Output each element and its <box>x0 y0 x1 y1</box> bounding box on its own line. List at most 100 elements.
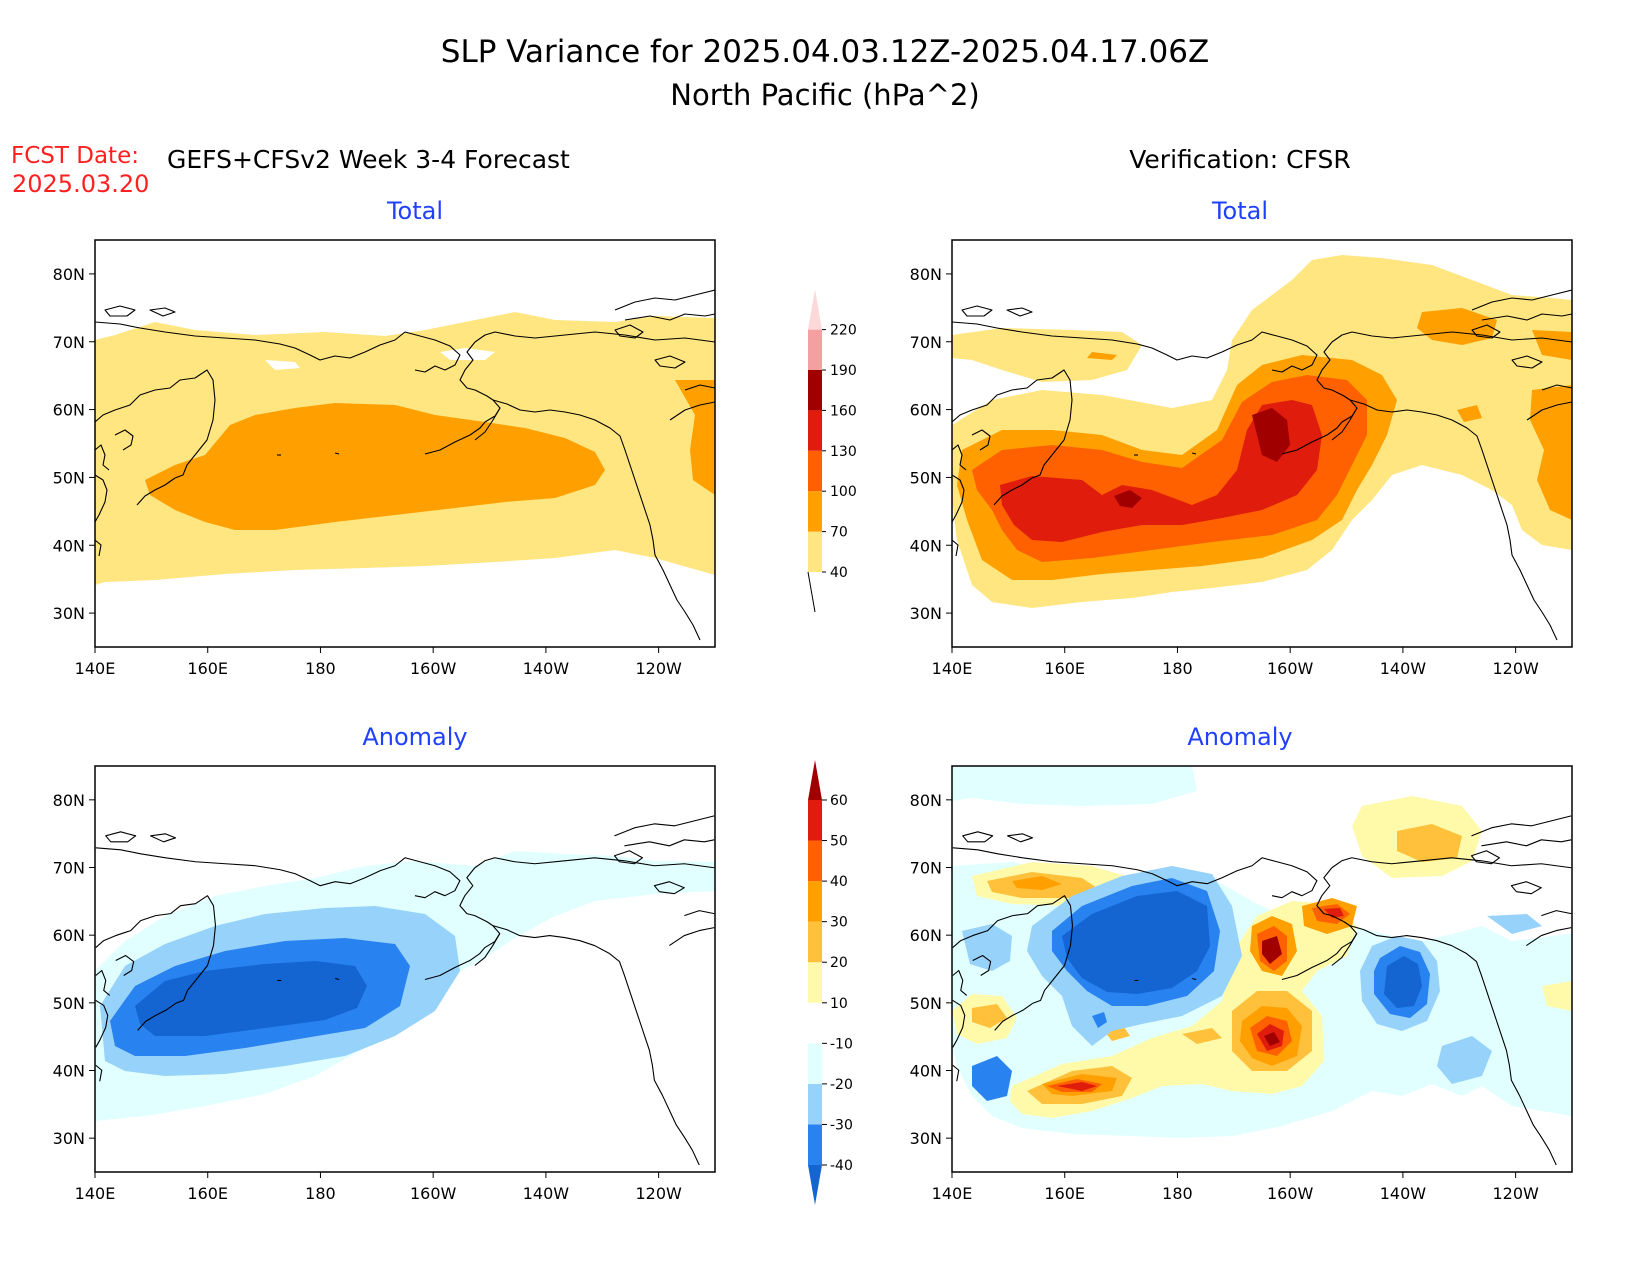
lon-label: 120W <box>635 1184 682 1203</box>
lat-label: 80N <box>910 265 942 284</box>
lon-label: 180 <box>305 659 336 678</box>
lon-label: 160E <box>1044 659 1085 678</box>
colorbar-segment <box>808 840 822 882</box>
lat-label: 50N <box>910 994 942 1013</box>
colorbar-segment <box>808 491 822 532</box>
forecast-anomaly-title: Anomaly <box>362 723 467 751</box>
lon-label: 120W <box>635 659 682 678</box>
colorbar-top-triangle <box>808 289 822 330</box>
colorbar-label: 100 <box>830 484 857 500</box>
colorbar-bottom-line <box>807 571 816 613</box>
lon-label: 160E <box>187 1184 228 1203</box>
fill-130-160 <box>1000 400 1322 542</box>
forecast-anomaly-map <box>95 766 715 1172</box>
verification-total-title: Total <box>1211 197 1268 225</box>
verification-total-map <box>952 240 1572 647</box>
lon-label: 160W <box>1267 659 1314 678</box>
lat-label: 80N <box>53 791 85 810</box>
colorbar-segment <box>808 410 822 451</box>
verification-total-frame <box>951 239 1573 648</box>
lat-label: 30N <box>53 1129 85 1148</box>
lon-label: 160E <box>187 659 228 678</box>
colorbar-label: -30 <box>830 1117 853 1133</box>
colorbar-segment <box>808 921 822 963</box>
colorbar-segment <box>808 1043 822 1084</box>
lat-label: 60N <box>910 401 942 420</box>
colorbar-anomaly: -40 -30 -20 -10 10 20 30 40 50 60 <box>808 760 853 1205</box>
lon-label: 140W <box>523 659 570 678</box>
colorbar-label: 130 <box>830 444 857 460</box>
colorbar-segment <box>808 1083 822 1125</box>
lat-label: 40N <box>910 536 942 555</box>
lon-label: 160W <box>410 659 457 678</box>
colorbar-segment <box>808 962 822 1003</box>
colorbar-total: 40 70 100 130 160 190 220 <box>807 289 857 613</box>
colorbar-segment <box>808 1124 822 1165</box>
verification-anomaly-map <box>952 766 1572 1172</box>
lon-label: 140E <box>932 1184 973 1203</box>
colorbar-label: 40 <box>830 565 848 581</box>
lon-label: 140E <box>75 659 116 678</box>
figure-subtitle: North Pacific (hPa^2) <box>670 78 979 112</box>
forecast-heading: GEFS+CFSv2 Week 3-4 Forecast <box>167 145 570 174</box>
colorbar-label: 10 <box>830 996 848 1012</box>
lon-label: 160E <box>1044 1184 1085 1203</box>
colorbar-label: 50 <box>830 834 848 850</box>
lat-label: 40N <box>53 1062 85 1081</box>
colorbar-label: 70 <box>830 525 848 541</box>
forecast-total-title: Total <box>386 197 443 225</box>
fill-70-100 <box>145 403 605 530</box>
lat-label: 80N <box>910 791 942 810</box>
lon-label: 180 <box>1162 1184 1193 1203</box>
colorbar-label: 60 <box>830 793 848 809</box>
colorbar-label: 160 <box>830 403 857 419</box>
verification-anomaly-frame <box>951 765 1573 1173</box>
lon-label: 120W <box>1492 659 1539 678</box>
colorbar-label: 40 <box>830 874 848 890</box>
colorbar-segment <box>808 370 822 411</box>
lat-label: 70N <box>53 333 85 352</box>
colorbar-segment <box>808 531 822 572</box>
lon-label: 140W <box>523 1184 570 1203</box>
colorbar-segment <box>808 1002 822 1044</box>
axes-layer: 80N 70N 60N 50N 40N 30N 140E 160E 180 160W 140W 120… <box>53 239 1573 1203</box>
fcst-label: FCST Date: <box>11 143 139 169</box>
lon-label: 140E <box>932 659 973 678</box>
lat-label: 50N <box>53 468 85 487</box>
lon-label: 140W <box>1380 1184 1427 1203</box>
lat-label: 70N <box>53 859 85 878</box>
forecast-total-frame <box>94 239 716 648</box>
lon-label: 140W <box>1380 659 1427 678</box>
lat-label: 60N <box>53 926 85 945</box>
verification-heading: Verification: CFSR <box>1129 145 1350 174</box>
lat-label: 50N <box>910 468 942 487</box>
lon-label: 160W <box>1267 1184 1314 1203</box>
lat-label: 80N <box>53 265 85 284</box>
lat-label: 40N <box>53 536 85 555</box>
colorbar-segment <box>808 881 822 922</box>
figure-title: SLP Variance for 2025.04.03.12Z-2025.04.… <box>441 34 1209 70</box>
lon-label: 160W <box>410 1184 457 1203</box>
lat-label: 60N <box>53 401 85 420</box>
lat-label: 70N <box>910 333 942 352</box>
colorbar-segment <box>808 800 822 841</box>
colorbar-label: 220 <box>830 323 857 339</box>
verification-anomaly-title: Anomaly <box>1187 723 1292 751</box>
lon-label: 140E <box>75 1184 116 1203</box>
colorbar-label: -10 <box>830 1036 853 1052</box>
fcst-date: 2025.03.20 <box>12 170 149 198</box>
lat-label: 40N <box>910 1062 942 1081</box>
forecast-total-map <box>95 240 715 647</box>
lat-label: 30N <box>910 1129 942 1148</box>
lat-label: 70N <box>910 859 942 878</box>
colorbar-label: -20 <box>830 1077 853 1093</box>
colorbar-bottom-triangle <box>808 1165 822 1205</box>
colorbar-segment <box>808 450 822 492</box>
colorbar-top-triangle <box>808 760 822 800</box>
lon-label: 180 <box>305 1184 336 1203</box>
lat-label: 30N <box>53 604 85 623</box>
colorbar-label: -40 <box>830 1158 853 1174</box>
lat-label: 60N <box>910 926 942 945</box>
lon-label: 120W <box>1492 1184 1539 1203</box>
